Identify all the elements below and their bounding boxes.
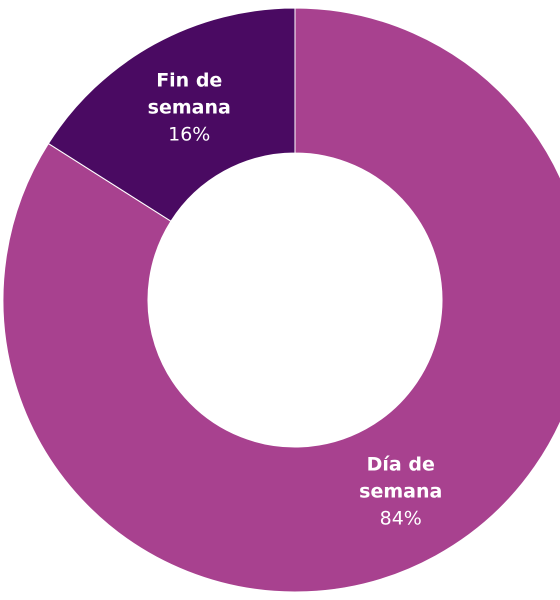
slice-label: Día de semana 84% [346,452,456,533]
category-label: Día de semana [359,453,443,503]
category-label: Fin de semana [147,69,231,119]
value-label: 16% [168,123,211,146]
donut-slice [47,7,296,222]
slice-label: Fin de semana 16% [134,67,244,148]
donut-slice [2,7,560,593]
value-label: 84% [379,507,422,530]
